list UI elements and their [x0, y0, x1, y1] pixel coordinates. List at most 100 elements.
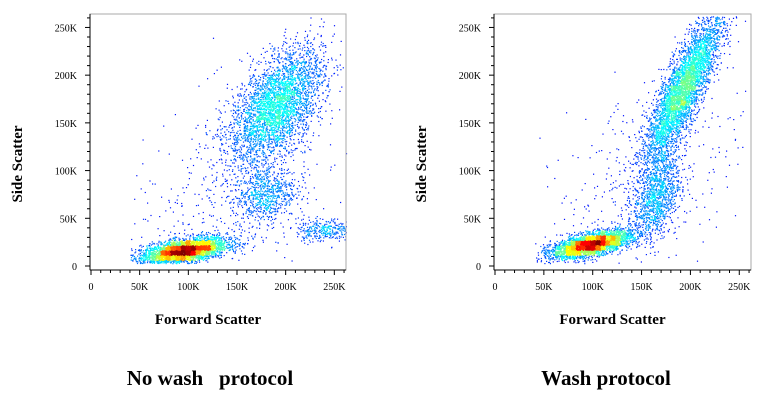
event-point [247, 122, 248, 123]
event-point [225, 240, 226, 241]
event-point [176, 242, 177, 243]
event-point [216, 162, 217, 163]
event-point [188, 252, 189, 253]
event-point [189, 245, 190, 246]
event-point [223, 247, 224, 248]
event-point [312, 100, 313, 101]
event-point [154, 257, 155, 258]
event-point [171, 257, 172, 258]
event-point [332, 36, 333, 37]
event-point [246, 129, 247, 130]
event-point [166, 260, 167, 261]
event-point [210, 250, 211, 251]
event-point [297, 102, 298, 103]
event-point [221, 247, 222, 248]
event-point [296, 67, 297, 68]
event-point [233, 250, 234, 251]
event-point [242, 253, 243, 254]
event-point [161, 262, 162, 263]
event-point [309, 81, 310, 82]
event-point [302, 127, 303, 128]
event-point [219, 249, 220, 250]
event-point [185, 255, 186, 256]
event-point [201, 242, 202, 243]
event-point [185, 242, 186, 243]
event-point [236, 250, 237, 251]
event-point [168, 257, 169, 258]
event-point [253, 138, 254, 139]
event-point [312, 44, 313, 45]
event-point [236, 142, 237, 143]
event-point [193, 236, 194, 237]
event-point [306, 56, 307, 57]
event-point [310, 52, 311, 53]
event-point [318, 90, 319, 91]
event-point [206, 247, 207, 248]
event-point [244, 98, 245, 99]
event-point [148, 257, 149, 258]
event-point [209, 248, 210, 249]
event-point [232, 115, 233, 116]
event-point [266, 167, 267, 168]
event-point [257, 134, 258, 135]
event-point [198, 239, 199, 240]
event-point [169, 247, 170, 248]
event-point [170, 245, 171, 246]
event-point [175, 256, 176, 257]
event-point [227, 242, 228, 243]
event-point [219, 235, 220, 236]
event-point [191, 229, 192, 230]
event-point [149, 254, 150, 255]
event-point [163, 262, 164, 263]
event-point [250, 143, 251, 144]
event-point [298, 107, 299, 108]
event-point [209, 243, 210, 244]
event-point [320, 108, 321, 109]
event-point [218, 256, 219, 257]
event-point [215, 243, 216, 244]
event-point [260, 121, 261, 122]
event-point [275, 143, 276, 144]
event-point [193, 257, 194, 258]
event-point [219, 248, 220, 249]
event-point [258, 185, 259, 186]
event-point [195, 252, 196, 253]
event-point [219, 251, 220, 252]
event-point [288, 65, 289, 66]
event-point [161, 243, 162, 244]
event-point [166, 263, 167, 264]
event-point [259, 141, 260, 142]
event-point [180, 257, 181, 258]
event-point [162, 243, 163, 244]
event-point [242, 246, 243, 247]
event-point [154, 263, 155, 264]
event-point [215, 253, 216, 254]
event-point [243, 142, 244, 143]
event-point [139, 245, 140, 246]
event-point [290, 136, 291, 137]
event-point [324, 65, 325, 66]
event-point [181, 260, 182, 261]
event-point [309, 101, 310, 102]
event-point [167, 246, 168, 247]
event-point [245, 140, 246, 141]
event-point [173, 262, 174, 263]
event-point [301, 117, 302, 118]
event-point [130, 255, 131, 256]
event-point [193, 259, 194, 260]
event-point [299, 134, 300, 135]
event-point [303, 81, 304, 82]
event-point [204, 259, 205, 260]
event-point [331, 75, 332, 76]
event-point [224, 242, 225, 243]
event-point [184, 251, 185, 252]
event-point [216, 172, 217, 173]
event-point [221, 257, 222, 258]
event-point [269, 75, 270, 76]
event-point [222, 163, 223, 164]
event-point [146, 255, 147, 256]
event-point [153, 249, 154, 250]
event-point [172, 245, 173, 246]
event-point [326, 86, 327, 87]
event-point [288, 81, 289, 82]
